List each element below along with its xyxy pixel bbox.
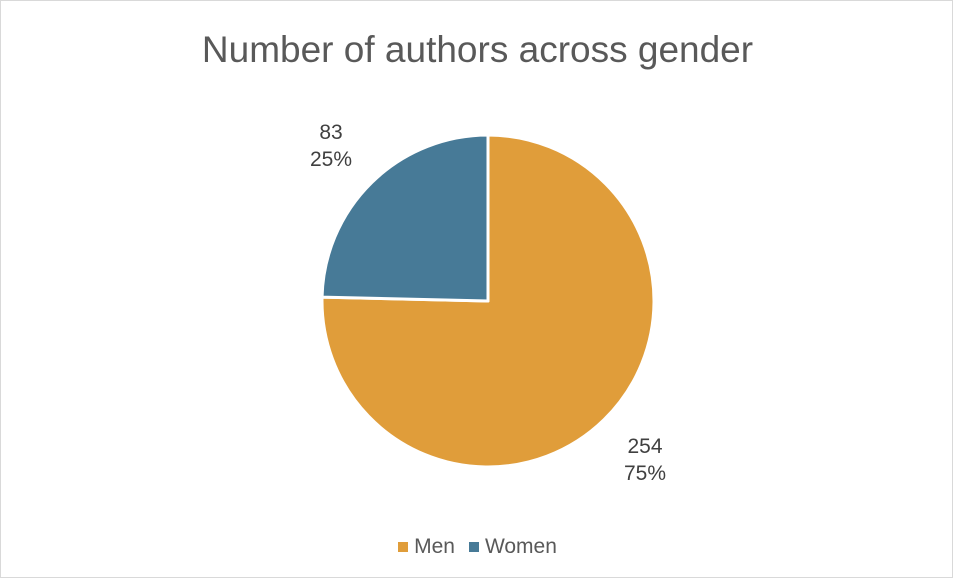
chart-legend: Men Women [1, 535, 953, 559]
data-label-value-women: 83 [319, 121, 342, 144]
legend-swatch-men [398, 542, 409, 552]
pie-slices [320, 133, 656, 469]
pie-slice-women [320, 133, 490, 303]
legend-label-women: Women [484, 535, 557, 558]
legend-swatch-women [468, 542, 479, 552]
data-label-value-men: 254 [627, 435, 662, 458]
data-label-percent-women: 25% [310, 148, 352, 171]
legend-label-men: Men [414, 535, 455, 558]
legend-item-men: Men [398, 535, 455, 559]
pie-data-labels: 254 75% 83 25% [310, 121, 666, 485]
chart-title: Number of authors across gender [201, 29, 754, 70]
pie-slice-men [320, 133, 656, 469]
legend-item-women: Women [468, 535, 557, 559]
data-label-percent-men: 75% [624, 462, 666, 485]
